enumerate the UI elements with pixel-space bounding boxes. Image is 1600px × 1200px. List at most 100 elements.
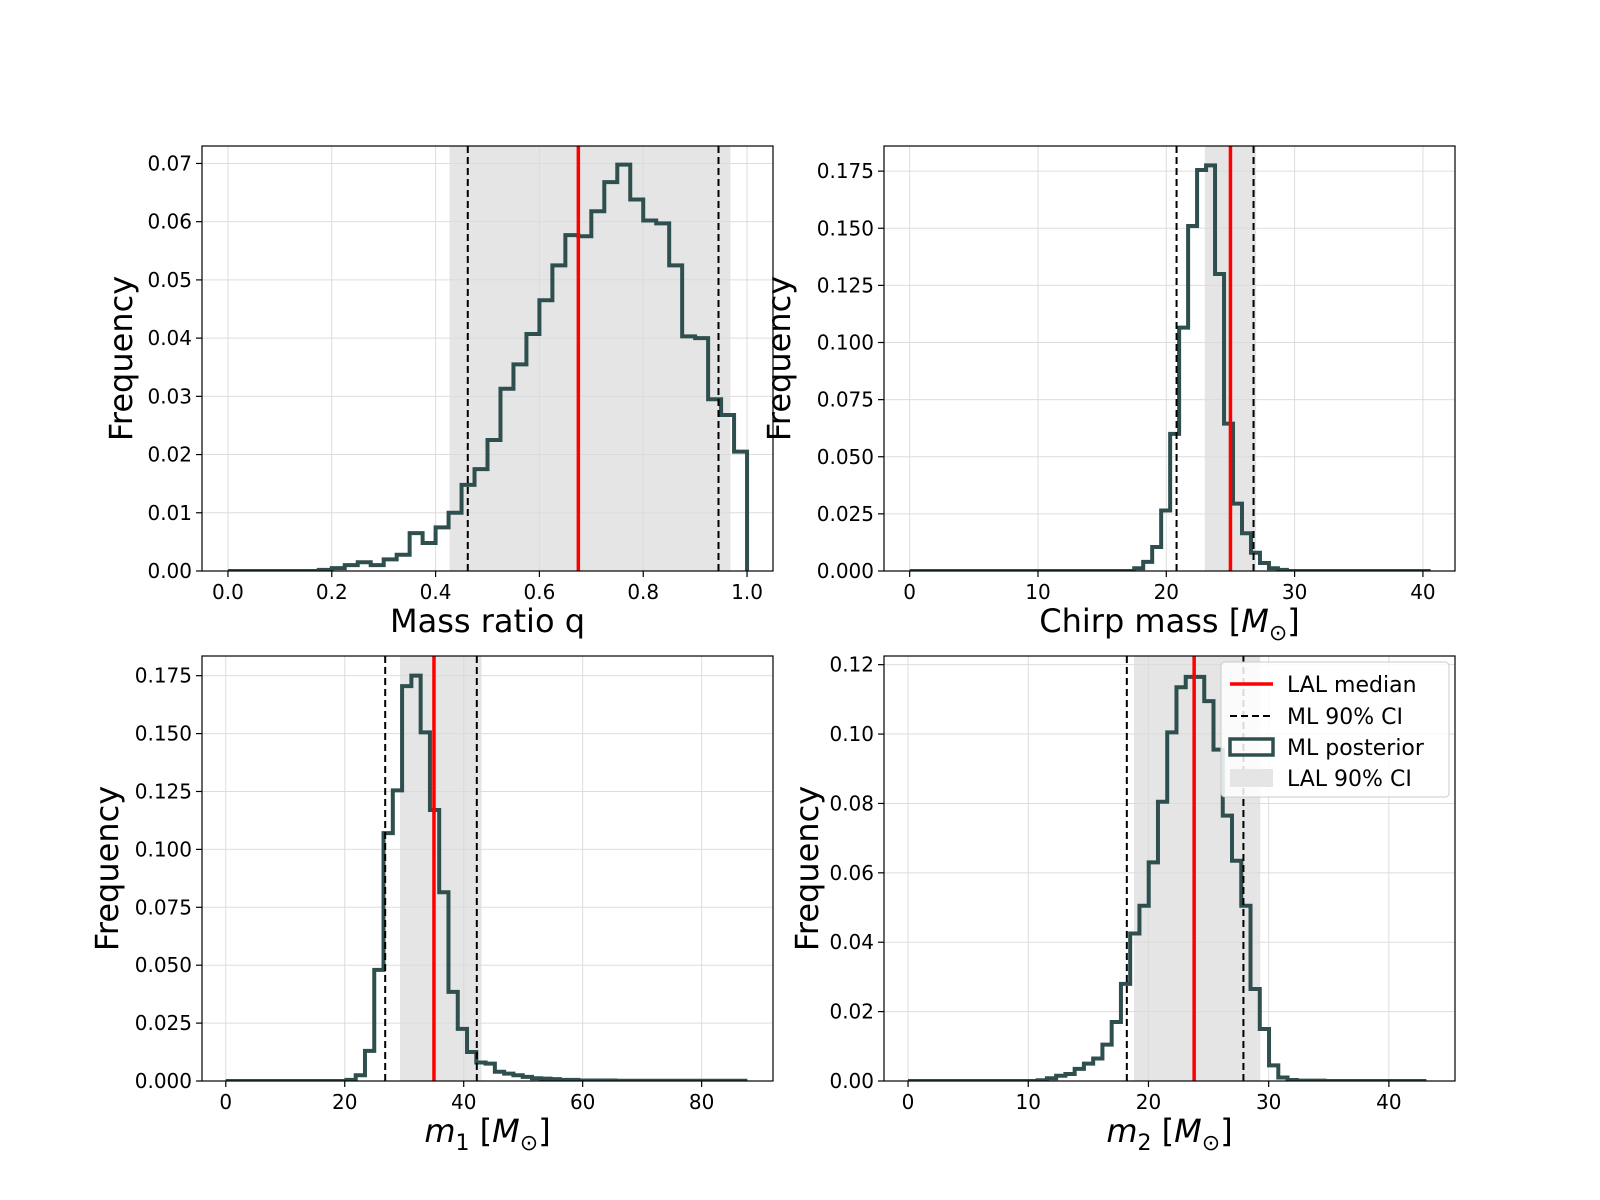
x-tick-label: 20 xyxy=(1136,1090,1161,1114)
y-tick-label: 0.150 xyxy=(817,216,874,240)
x-tick-label: 10 xyxy=(1016,1090,1041,1114)
legend-label: LAL median xyxy=(1287,673,1417,698)
x-axis-label-part: M xyxy=(1174,1112,1202,1150)
y-tick-label: 0.000 xyxy=(135,1069,192,1093)
y-tick-label: 0.04 xyxy=(147,326,192,350)
y-tick-label: 0.075 xyxy=(817,388,874,412)
axes-frame xyxy=(201,145,774,572)
plot-area xyxy=(202,146,773,571)
y-tick-label: 0.02 xyxy=(147,443,192,467)
x-tick-label: 20 xyxy=(1154,580,1179,604)
legend: LAL median ML 90% CI ML posterior LAL 90% C… xyxy=(1220,661,1450,798)
y-tick-label: 0.01 xyxy=(147,501,192,525)
x-tick-label: 60 xyxy=(570,1090,595,1114)
x-axis-label-part: M xyxy=(492,1112,520,1150)
x-axis-label-part: ⊙ xyxy=(520,1131,538,1156)
x-axis-label-part: 1 xyxy=(455,1131,469,1156)
y-tick-label: 0.12 xyxy=(829,653,874,677)
y-tick-label: 0.100 xyxy=(135,837,192,861)
x-tick-label: 40 xyxy=(1376,1090,1401,1114)
x-axis-label-part: [ xyxy=(1151,1112,1174,1150)
x-tick-label: 1.0 xyxy=(731,580,763,604)
legend-label: LAL 90% CI xyxy=(1287,767,1412,792)
axes-frame xyxy=(883,655,1456,1082)
x-tick-label: 40 xyxy=(1410,580,1435,604)
subplot-4: 0 10 20 30 40 0.00 0.02 0.04 0.06 0.08 0.10 0.12 m2 … xyxy=(788,653,1456,1156)
x-tick-label: 0 xyxy=(903,580,916,604)
x-axis-label-part: M xyxy=(1241,602,1269,640)
y-axis-label: Frequency xyxy=(760,276,798,441)
x-tick-label: 10 xyxy=(1025,580,1050,604)
plot-area xyxy=(202,656,773,1081)
x-tick-label: 30 xyxy=(1282,580,1307,604)
y-tick-label: 0.03 xyxy=(147,384,192,408)
legend-label: ML 90% CI xyxy=(1287,705,1403,730)
y-tick-label: 0.175 xyxy=(817,159,874,183)
y-axis-label: Frequency xyxy=(102,276,140,441)
ml-posterior-histogram xyxy=(227,162,750,571)
x-axis-label-part: ⊙ xyxy=(1202,1131,1220,1156)
x-axis-label-part: m xyxy=(424,1112,455,1150)
ml-posterior-histogram xyxy=(909,163,1431,571)
x-tick-label: 80 xyxy=(689,1090,714,1114)
y-tick-label: 0.04 xyxy=(829,930,874,954)
y-tick-label: 0.06 xyxy=(147,210,192,234)
x-tick-label: 40 xyxy=(451,1090,476,1114)
legend-handle-lal-ci xyxy=(1230,769,1273,787)
y-axis-label: Frequency xyxy=(88,786,126,951)
x-axis-label: Mass ratio q xyxy=(390,602,585,640)
y-tick-label: 0.08 xyxy=(829,791,874,815)
subplot-3: 0 20 40 60 80 0.000 0.025 0.050 0.075 0.100 0.125 0… xyxy=(88,655,774,1156)
subplot-1: 0.0 0.2 0.4 0.6 0.8 1.0 0.00 0.01 0.02 0.03 0.04 0.… xyxy=(102,145,774,640)
x-axis-label-part: ] xyxy=(1287,602,1299,640)
x-tick-label: 0.6 xyxy=(524,580,556,604)
y-tick-label: 0.06 xyxy=(829,861,874,885)
y-tick-label: 0.02 xyxy=(829,1000,874,1024)
x-tick-label: 0 xyxy=(902,1090,915,1114)
y-tick-label: 0.00 xyxy=(147,559,192,583)
subplot-2: 0 10 20 30 40 0.000 0.025 0.050 0.075 0.100 0.125 0… xyxy=(760,145,1456,646)
x-tick-label: 20 xyxy=(332,1090,357,1114)
y-tick-label: 0.050 xyxy=(817,445,874,469)
x-tick-label: 30 xyxy=(1256,1090,1281,1114)
y-tick-label: 0.125 xyxy=(135,779,192,803)
plot-area xyxy=(884,146,1455,571)
y-tick-label: 0.075 xyxy=(135,895,192,919)
x-axis-label-part: ] xyxy=(1220,1112,1232,1150)
x-tick-label: 0.8 xyxy=(627,580,659,604)
y-tick-label: 0.175 xyxy=(135,664,192,688)
x-tick-label: 0.0 xyxy=(212,580,244,604)
y-tick-label: 0.05 xyxy=(147,268,192,292)
x-tick-label: 0 xyxy=(219,1090,232,1114)
x-tick-label: 0.4 xyxy=(420,580,452,604)
legend-frame xyxy=(1220,661,1450,798)
x-axis-label-part: m xyxy=(1106,1112,1137,1150)
x-axis-label-part: [ xyxy=(469,1112,492,1150)
axes-frame xyxy=(883,145,1456,572)
legend-label: ML posterior xyxy=(1287,736,1425,761)
y-tick-label: 0.150 xyxy=(135,722,192,746)
y-tick-label: 0.025 xyxy=(135,1011,192,1035)
legend-handle-ml-posterior xyxy=(1228,737,1275,757)
y-tick-label: 0.050 xyxy=(135,953,192,977)
y-tick-label: 0.100 xyxy=(817,331,874,355)
x-axis-label: Chirp mass [M⊙] xyxy=(1039,602,1299,646)
y-axis-label: Frequency xyxy=(788,786,826,951)
y-tick-label: 0.00 xyxy=(829,1069,874,1093)
x-axis-label-part: Chirp mass [ xyxy=(1039,602,1241,640)
x-axis-label: m1 [M⊙] xyxy=(424,1112,550,1156)
y-tick-label: 0.07 xyxy=(147,151,192,175)
y-tick-label: 0.125 xyxy=(817,273,874,297)
x-axis-label-part: Mass ratio q xyxy=(390,602,585,640)
y-tick-label: 0.025 xyxy=(817,502,874,526)
ml-posterior-histogram xyxy=(225,673,748,1081)
x-axis-label: m2 [M⊙] xyxy=(1106,1112,1232,1156)
x-tick-label: 0.2 xyxy=(316,580,348,604)
x-axis-label-part: 2 xyxy=(1137,1131,1151,1156)
y-tick-label: 0.10 xyxy=(829,722,874,746)
axes-frame xyxy=(201,655,774,1082)
x-axis-label-part: ⊙ xyxy=(1269,621,1287,646)
y-tick-label: 0.000 xyxy=(817,559,874,583)
x-axis-label-part: ] xyxy=(538,1112,550,1150)
